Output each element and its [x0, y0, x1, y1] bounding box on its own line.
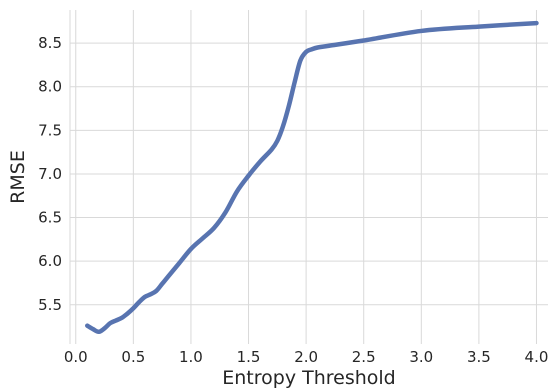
x-tick-labels: 0.0 0.5 1.0 1.5 2.0 2.5 3.0 3.5 4.0 [64, 348, 549, 366]
y-axis-title: RMSE [7, 150, 29, 204]
x-tick-label: 3.5 [467, 348, 491, 366]
x-tick-label: 0.5 [121, 348, 145, 366]
vertical-grid-lines [69, 10, 537, 344]
x-axis-title: Entropy Threshold [222, 367, 396, 389]
series-layer [85, 20, 539, 335]
rmse-series-line [85, 20, 539, 335]
y-tick-label: 7.5 [38, 121, 62, 139]
x-tick-label: 1.5 [237, 348, 261, 366]
horizontal-grid-lines [70, 42, 548, 306]
y-tick-label: 7.0 [38, 165, 62, 183]
x-tick-label: 2.5 [352, 348, 376, 366]
x-tick-label: 3.0 [409, 348, 433, 366]
y-tick-label: 8.5 [38, 34, 62, 52]
x-tick-label: 0.0 [64, 348, 88, 366]
y-tick-label: 8.0 [38, 78, 62, 96]
x-tick-label: 2.0 [294, 348, 318, 366]
x-tick-label: 1.0 [179, 348, 203, 366]
y-tick-label: 6.0 [38, 252, 62, 270]
y-tick-label: 6.5 [38, 209, 62, 227]
y-tick-labels: 5.5 6.0 6.5 7.0 7.5 8.0 8.5 [38, 34, 62, 314]
y-tick-label: 5.5 [38, 296, 62, 314]
x-tick-label: 4.0 [525, 348, 549, 366]
